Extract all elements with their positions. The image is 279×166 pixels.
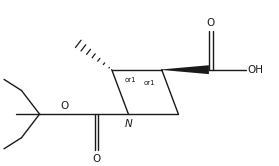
Text: OH: OH [248, 65, 264, 75]
Polygon shape [162, 65, 209, 74]
Text: O: O [93, 154, 101, 164]
Text: N: N [124, 119, 132, 129]
Text: or1: or1 [144, 80, 155, 86]
Text: O: O [206, 18, 215, 28]
Text: or1: or1 [124, 77, 136, 83]
Text: O: O [61, 101, 69, 111]
